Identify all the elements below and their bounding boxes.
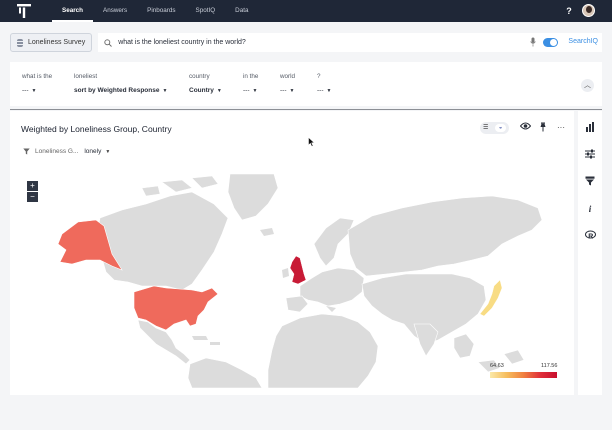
info-icon[interactable]: i <box>588 204 592 214</box>
token-in-the[interactable]: in the --- ▼ <box>243 73 258 94</box>
map-region-canada <box>95 191 229 291</box>
chart-title: Weighted by Loneliness Group, Country <box>21 124 172 134</box>
chevron-down-icon: ▼ <box>216 88 222 94</box>
microphone-icon[interactable] <box>530 37 536 47</box>
top-nav: Search Answers Pinboards SpotIQ Data ? <box>0 0 612 22</box>
token-value: Country <box>189 87 214 94</box>
nav-tab-spotiq[interactable]: SpotIQ <box>195 7 216 14</box>
query-tokens-bar: what is the --- ▼ loneliest sort by Weigh… <box>10 62 602 106</box>
filter-field-label: Loneliness G... <box>35 148 79 155</box>
search-input[interactable]: what is the loneliest country in the wor… <box>98 33 602 52</box>
token-value: --- <box>22 87 29 94</box>
filter-icon <box>23 148 30 155</box>
chevron-down-icon: ▼ <box>31 88 37 94</box>
map-region-scandinavia <box>313 217 355 267</box>
map-region-russia <box>347 195 543 277</box>
chevron-down-icon: ▼ <box>252 88 258 94</box>
more-options-icon[interactable]: ··· <box>557 123 565 132</box>
nav-tab-answers[interactable]: Answers <box>103 7 128 14</box>
pin-icon[interactable] <box>536 122 550 134</box>
data-source-selector[interactable]: Loneliness Survey <box>10 33 93 52</box>
legend-max: 117.56 <box>541 363 558 369</box>
map-region-united-kingdom <box>289 255 307 285</box>
legend-min: 64.63 <box>490 363 504 369</box>
token-country[interactable]: country Country ▼ <box>189 73 222 94</box>
svg-text:R: R <box>588 234 593 241</box>
r-icon[interactable]: R <box>584 230 596 242</box>
map-region-united-states <box>133 285 219 331</box>
right-rail: i R <box>578 111 602 395</box>
token-value: --- <box>280 87 287 94</box>
world-map[interactable] <box>42 174 550 388</box>
nav-tab-search[interactable]: Search <box>52 0 94 22</box>
help-icon[interactable]: ? <box>566 6 572 16</box>
token-what-is-the[interactable]: what is the --- ▼ <box>22 73 52 94</box>
zoom-out-button[interactable]: − <box>27 192 38 202</box>
token-value: --- <box>243 87 250 94</box>
map-region-africa <box>267 313 379 388</box>
sliders-icon[interactable] <box>584 149 596 161</box>
token-label: what is the <box>22 73 53 80</box>
chart-toolbar: ☰ ◒ ··· <box>480 122 568 134</box>
thoughtspot-logo[interactable] <box>14 1 34 21</box>
page-footer-area <box>0 398 612 430</box>
chevron-down-icon: ▼ <box>289 88 295 94</box>
database-icon <box>17 38 23 47</box>
collapse-chevron-up-icon[interactable]: ︿ <box>581 79 594 92</box>
mouse-cursor-icon <box>308 136 315 149</box>
data-source-label: Loneliness Survey <box>28 39 86 46</box>
user-avatar[interactable] <box>582 4 595 17</box>
map-region-mexico <box>137 319 191 365</box>
nav-tab-pinboards[interactable]: Pinboards <box>147 7 176 14</box>
divider <box>10 109 602 110</box>
table-icon: ☰ <box>483 125 489 131</box>
searchiq-toggle[interactable] <box>543 38 558 47</box>
token-value: sort by Weighted Response <box>74 87 160 94</box>
map-region-ireland <box>282 268 289 278</box>
chart-table-toggle[interactable]: ☰ ◒ <box>480 122 509 134</box>
bar-chart-icon[interactable] <box>584 122 596 134</box>
token-label: loneliest <box>74 73 98 80</box>
eye-icon[interactable] <box>518 122 532 134</box>
search-query-text: what is the loneliest country in the wor… <box>118 39 246 46</box>
nav-tabs: Search Answers Pinboards SpotIQ Data <box>52 0 258 22</box>
token-question-mark[interactable]: ? --- ▼ <box>317 73 331 94</box>
chevron-down-icon: ▼ <box>105 148 111 155</box>
nav-tab-data[interactable]: Data <box>235 7 249 14</box>
zoom-in-button[interactable]: + <box>27 181 38 191</box>
token-label: world <box>280 73 296 80</box>
token-loneliest[interactable]: loneliest sort by Weighted Response ▼ <box>74 73 167 94</box>
chart-filter[interactable]: Loneliness G... lonely ▼ <box>23 148 110 155</box>
map-region-south-america <box>187 357 263 388</box>
token-label: country <box>189 73 210 80</box>
searchiq-label[interactable]: SearchIQ <box>568 38 598 45</box>
chart-card: Weighted by Loneliness Group, Country ☰ … <box>10 111 574 395</box>
search-row: Loneliness Survey what is the loneliest … <box>10 32 602 53</box>
legend-gradient-bar <box>490 372 557 378</box>
map-region-asia <box>361 273 487 345</box>
chevron-down-icon: ▼ <box>162 88 168 94</box>
map-region-japan <box>479 279 503 317</box>
token-world[interactable]: world --- ▼ <box>280 73 295 94</box>
map-region-greenland <box>227 174 279 221</box>
filter-value: lonely <box>84 148 102 155</box>
search-icon <box>104 38 113 47</box>
map-region-europe <box>299 267 365 307</box>
map-region-alaska <box>57 219 123 271</box>
token-label: in the <box>243 73 259 80</box>
funnel-icon[interactable] <box>584 176 596 188</box>
map-icon: ◒ <box>495 124 506 132</box>
token-value: --- <box>317 87 324 94</box>
token-label: ? <box>317 73 321 80</box>
chevron-down-icon: ▼ <box>326 88 332 94</box>
